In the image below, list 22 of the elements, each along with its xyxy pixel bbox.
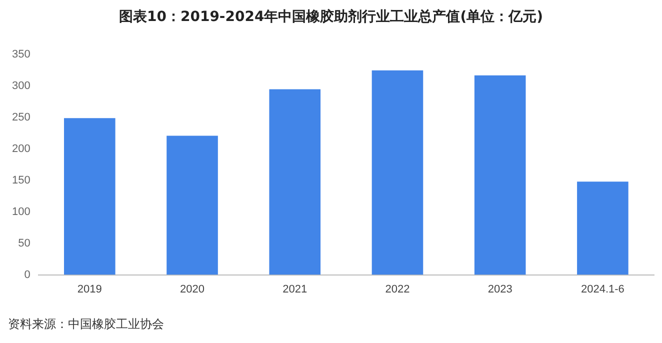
y-tick-label: 250	[12, 112, 30, 124]
text: 资料来源：中国橡胶工业协会	[8, 316, 164, 333]
y-tick-label: 150	[12, 174, 30, 186]
bar	[577, 182, 628, 275]
bar	[372, 70, 424, 275]
x-tick-label: 2023	[488, 283, 512, 296]
x-tick-label: 2020	[180, 283, 205, 296]
y-tick-label: 0	[24, 268, 30, 281]
x-tick-label: 2024.1-6	[580, 283, 624, 296]
x-tick-label: 2022	[385, 283, 410, 296]
y-tick-label: 350	[12, 48, 30, 61]
y-tick-label: 300	[12, 80, 30, 92]
bar	[474, 75, 526, 275]
y-tick-label: 200	[12, 143, 30, 156]
bar	[166, 136, 218, 275]
bar	[64, 118, 116, 275]
y-tick-label: 100	[12, 206, 30, 218]
bar	[269, 89, 321, 275]
y-tick-label: 50	[18, 237, 30, 250]
chart-title: 图表10：2019-2024年中国橡胶助剂行业工业总产值(单位：亿元)	[118, 8, 544, 26]
x-tick-label: 2019	[77, 283, 102, 296]
x-tick-label: 2021	[282, 283, 308, 296]
